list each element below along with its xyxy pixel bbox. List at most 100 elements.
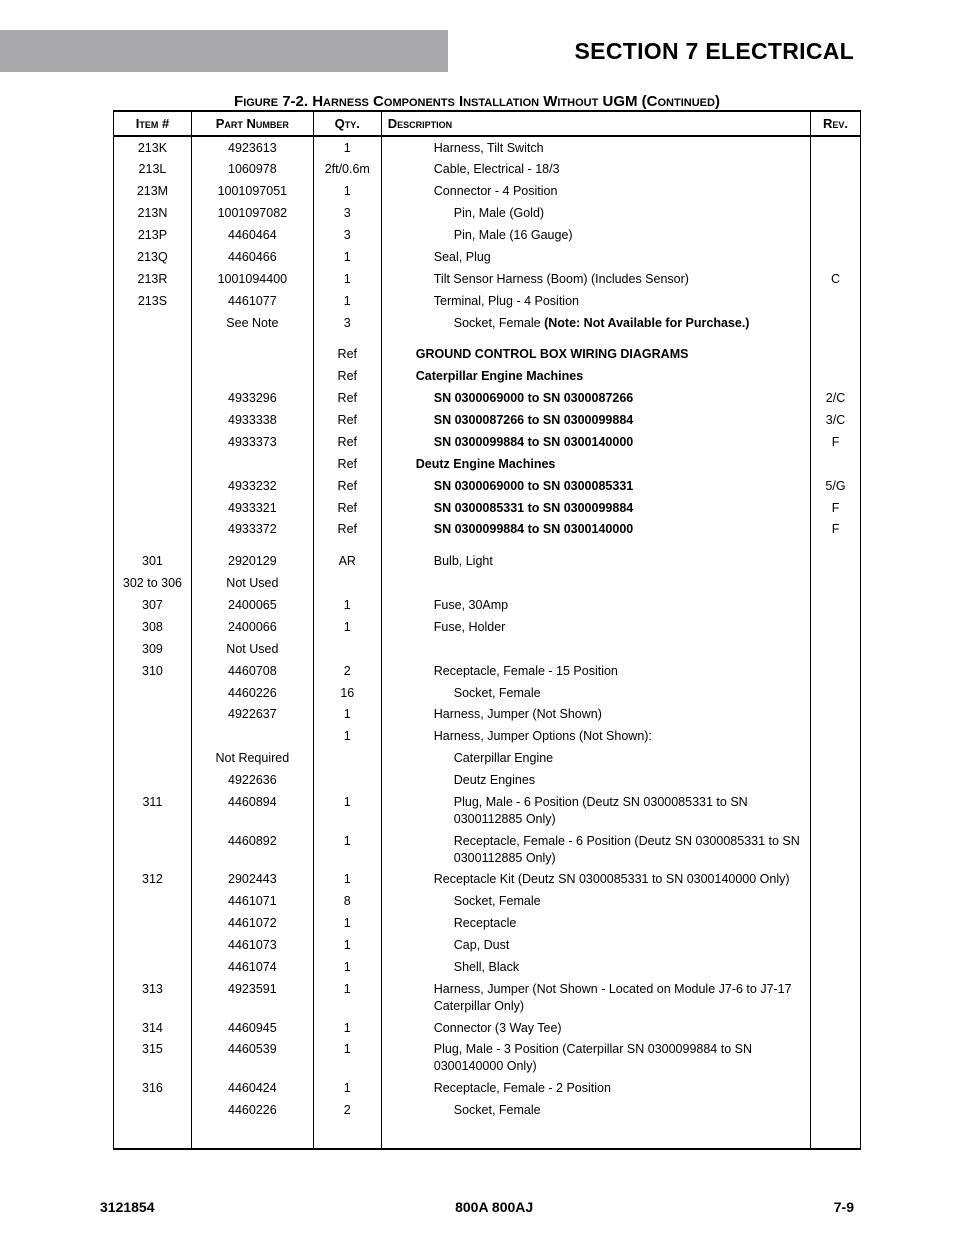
cell-part: 4460464 xyxy=(191,225,313,247)
cell-rev xyxy=(811,830,861,869)
cell-part: 1001094400 xyxy=(191,268,313,290)
cell-rev xyxy=(811,1039,861,1078)
table-row: 213N10010970823Pin, Male (Gold) xyxy=(114,203,861,225)
cell-rev: C xyxy=(811,268,861,290)
cell-desc: Receptacle, Female - 2 Position xyxy=(381,1078,810,1100)
cell-item xyxy=(114,913,192,935)
table-row: 44610731Cap, Dust xyxy=(114,935,861,957)
cell-desc: SN 0300087266 to SN 0300099884 xyxy=(381,410,810,432)
cell-rev xyxy=(811,225,861,247)
cell-desc: Cap, Dust xyxy=(381,935,810,957)
table-row: 213K49236131Harness, Tilt Switch xyxy=(114,136,861,159)
cell-desc: Caterpillar Engine xyxy=(381,748,810,770)
cell-qty: 1 xyxy=(313,935,381,957)
cell-rev xyxy=(811,551,861,573)
table-row: See Note3Socket, Female (Note: Not Avail… xyxy=(114,312,861,334)
cell-rev xyxy=(811,748,861,770)
col-header-qty: Qty. xyxy=(313,111,381,136)
cell-qty: Ref xyxy=(313,366,381,388)
cell-qty: 1 xyxy=(313,290,381,312)
cell-part: 4933321 xyxy=(191,497,313,519)
cell-item xyxy=(114,344,192,366)
cell-item xyxy=(114,497,192,519)
cell-rev xyxy=(811,595,861,617)
cell-part: 2902443 xyxy=(191,869,313,891)
table-row: 4933338RefSN 0300087266 to SN 0300099884… xyxy=(114,410,861,432)
table-row: RefDeutz Engine Machines xyxy=(114,453,861,475)
cell-desc: Cable, Electrical - 18/3 xyxy=(381,159,810,181)
cell-desc: Bulb, Light xyxy=(381,551,810,573)
cell-rev xyxy=(811,791,861,830)
cell-rev: 2/C xyxy=(811,388,861,410)
section-title: SECTION 7 ELECTRICAL xyxy=(575,38,854,65)
cell-desc: Connector - 4 Position xyxy=(381,181,810,203)
cell-desc: Shell, Black xyxy=(381,956,810,978)
table-row: 3012920129ARBulb, Light xyxy=(114,551,861,573)
cell-part: See Note xyxy=(191,312,313,334)
cell-part: 4460226 xyxy=(191,682,313,704)
cell-item: 310 xyxy=(114,660,192,682)
cell-desc: Pin, Male (Gold) xyxy=(381,203,810,225)
table-row: 44610741Shell, Black xyxy=(114,956,861,978)
cell-rev xyxy=(811,891,861,913)
cell-qty: 1 xyxy=(313,1039,381,1078)
table-row: 44610718Socket, Female xyxy=(114,891,861,913)
cell-qty xyxy=(313,638,381,660)
cell-part: 4460945 xyxy=(191,1017,313,1039)
cell-rev xyxy=(811,956,861,978)
cell-qty: Ref xyxy=(313,344,381,366)
cell-part: 4933372 xyxy=(191,519,313,541)
cell-rev xyxy=(811,290,861,312)
cell-item xyxy=(114,891,192,913)
cell-rev xyxy=(811,344,861,366)
cell-qty: Ref xyxy=(313,497,381,519)
footer-center: 800A 800AJ xyxy=(455,1199,533,1215)
cell-rev xyxy=(811,1078,861,1100)
header-gray-block xyxy=(0,30,448,72)
table-row: 31044607082Receptacle, Female - 15 Posit… xyxy=(114,660,861,682)
cell-item xyxy=(114,830,192,869)
cell-part: 2920129 xyxy=(191,551,313,573)
cell-desc: Plug, Male - 3 Position (Caterpillar SN … xyxy=(381,1039,810,1078)
cell-part xyxy=(191,726,313,748)
cell-qty: 1 xyxy=(313,978,381,1017)
cell-item: 213S xyxy=(114,290,192,312)
table-row: 31349235911Harness, Jumper (Not Shown - … xyxy=(114,978,861,1017)
cell-desc: Harness, Jumper Options (Not Shown): xyxy=(381,726,810,748)
cell-part: 4460226 xyxy=(191,1100,313,1122)
table-row: 446022616Socket, Female xyxy=(114,682,861,704)
cell-desc: Deutz Engine Machines xyxy=(381,453,810,475)
cell-item xyxy=(114,704,192,726)
cell-qty: 1 xyxy=(313,1078,381,1100)
cell-part: 4460708 xyxy=(191,660,313,682)
cell-item xyxy=(114,388,192,410)
cell-rev xyxy=(811,978,861,1017)
cell-desc: Connector (3 Way Tee) xyxy=(381,1017,810,1039)
cell-rev xyxy=(811,1017,861,1039)
cell-item xyxy=(114,726,192,748)
cell-item xyxy=(114,956,192,978)
cell-desc: SN 0300069000 to SN 0300087266 xyxy=(381,388,810,410)
cell-part: 4923591 xyxy=(191,978,313,1017)
cell-part xyxy=(191,366,313,388)
cell-qty: 1 xyxy=(313,791,381,830)
cell-desc: Harness, Tilt Switch xyxy=(381,136,810,159)
cell-part xyxy=(191,453,313,475)
cell-part: 4461071 xyxy=(191,891,313,913)
cell-rev xyxy=(811,869,861,891)
cell-part: 4460466 xyxy=(191,246,313,268)
cell-part: 4922636 xyxy=(191,770,313,792)
table-row: 213M10010970511Connector - 4 Position xyxy=(114,181,861,203)
col-header-part: Part Number xyxy=(191,111,313,136)
cell-desc: SN 0300085331 to SN 0300099884 xyxy=(381,497,810,519)
cell-part: Not Used xyxy=(191,638,313,660)
cell-desc: Harness, Jumper (Not Shown) xyxy=(381,704,810,726)
table-row: 30824000661Fuse, Holder xyxy=(114,616,861,638)
cell-part: 4461073 xyxy=(191,935,313,957)
cell-part: 2400065 xyxy=(191,595,313,617)
cell-qty: 1 xyxy=(313,616,381,638)
table-row xyxy=(114,541,861,551)
cell-rev xyxy=(811,913,861,935)
cell-item: 311 xyxy=(114,791,192,830)
cell-qty: 1 xyxy=(313,246,381,268)
